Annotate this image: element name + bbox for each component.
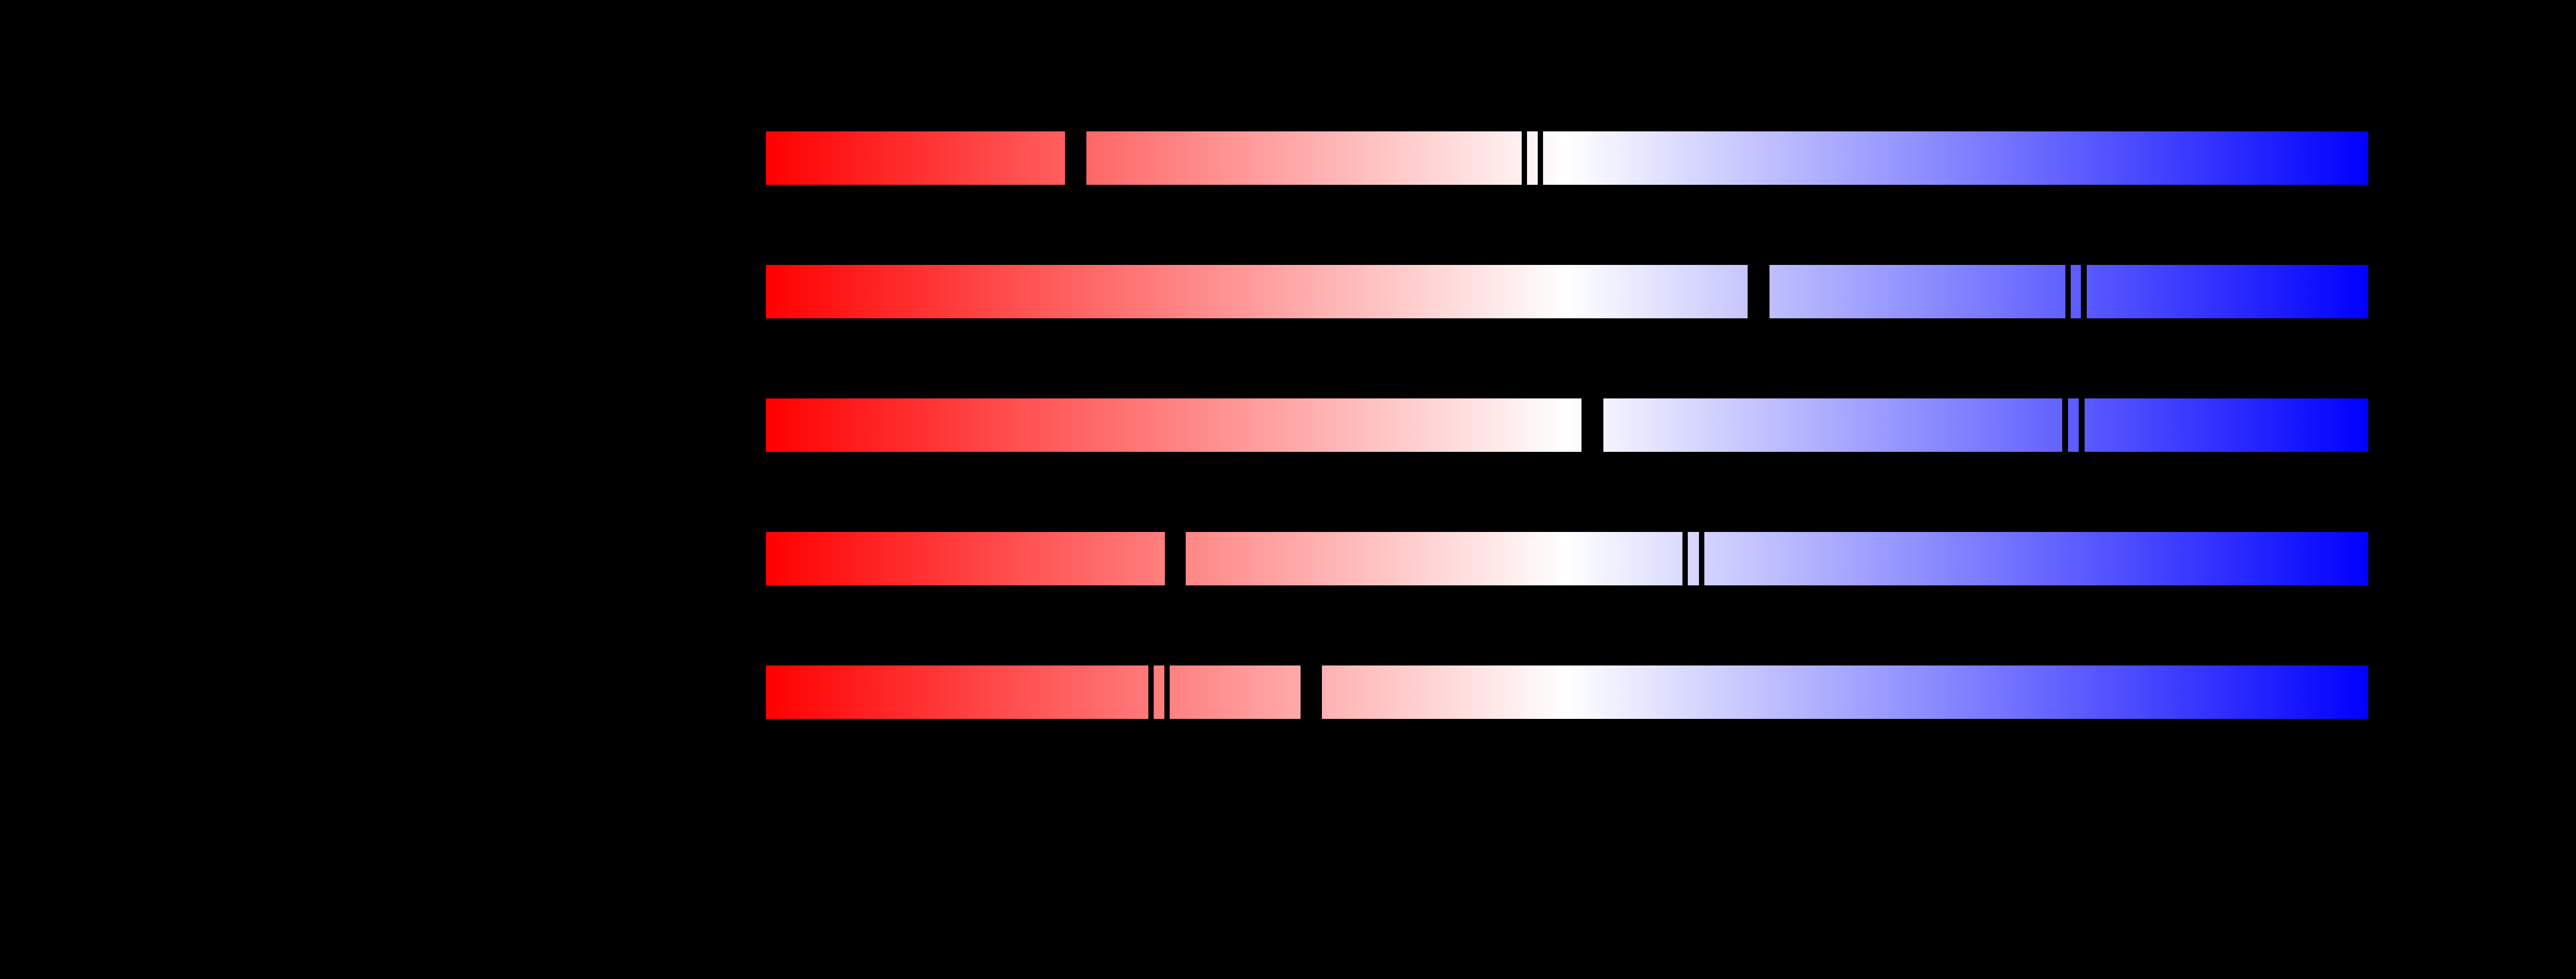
bar-row-3: [766, 398, 2368, 452]
bar-segment: [1154, 665, 1165, 719]
bar-segment: [766, 665, 1149, 719]
bar-segment: [1170, 665, 1301, 719]
bar-segment: [2070, 265, 2081, 318]
bar-segment: [1186, 532, 1682, 585]
bar-segment: [1769, 265, 2065, 318]
bar-segment: [1687, 532, 1699, 585]
bar-segment: [1086, 131, 1522, 185]
bar-segment: [1704, 532, 2368, 585]
bar-segment: [1603, 398, 2062, 452]
bar-row-1: [766, 131, 2368, 185]
bar-segment: [766, 131, 1066, 185]
bar-segment: [766, 265, 1748, 318]
bar-segment: [766, 398, 1581, 452]
bar-segment: [2085, 398, 2368, 452]
bar-segment: [1527, 131, 1538, 185]
bar-segment: [2086, 265, 2368, 318]
bar-segment: [1543, 131, 2368, 185]
bar-segment: [766, 532, 1165, 585]
bar-row-4: [766, 532, 2368, 585]
bar-row-2: [766, 265, 2368, 318]
bar-segment: [1322, 665, 2368, 719]
bar-row-5: [766, 665, 2368, 719]
bar-segment: [2068, 398, 2079, 452]
